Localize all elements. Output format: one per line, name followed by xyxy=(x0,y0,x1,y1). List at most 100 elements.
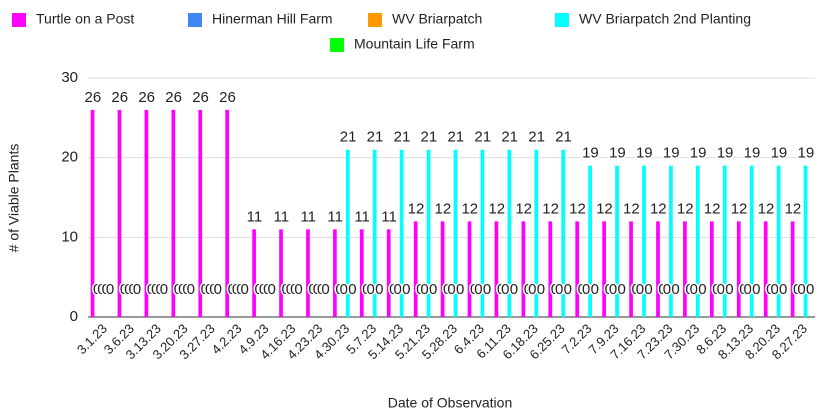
data-label: 11 xyxy=(327,208,343,225)
bar xyxy=(440,221,445,317)
data-label: 26 xyxy=(192,89,209,106)
data-label: 0 xyxy=(717,281,725,298)
data-label: 11 xyxy=(274,208,290,225)
data-label: 0 xyxy=(658,281,666,298)
data-label: 0 xyxy=(129,281,137,298)
bar xyxy=(763,221,768,317)
bar xyxy=(507,149,512,317)
data-label: 0 xyxy=(555,281,563,298)
data-label: 0 xyxy=(393,281,401,298)
data-label: 21 xyxy=(421,129,438,146)
data-label: 26 xyxy=(165,89,182,106)
bar xyxy=(695,165,700,317)
bar xyxy=(225,109,230,317)
data-label: 0 xyxy=(335,281,343,298)
data-label: 0 xyxy=(609,281,617,298)
data-label: 26 xyxy=(85,89,102,106)
data-label: 0 xyxy=(806,281,814,298)
data-label: 19 xyxy=(636,145,653,162)
bar xyxy=(669,165,673,317)
data-label: 26 xyxy=(219,89,236,106)
data-label: 11 xyxy=(381,208,397,225)
data-label: 0 xyxy=(151,281,159,298)
bar xyxy=(736,221,741,317)
data-label: 0 xyxy=(551,281,559,298)
bar xyxy=(144,109,149,317)
bar xyxy=(306,229,310,317)
bar xyxy=(575,221,580,317)
data-label: 0 xyxy=(321,281,329,298)
data-label: 21 xyxy=(474,129,491,146)
data-label: 0 xyxy=(317,281,325,298)
legend-label: Hinerman Hill Farm xyxy=(212,11,333,27)
data-label: 0 xyxy=(698,281,706,298)
bar xyxy=(467,221,472,317)
data-label: 0 xyxy=(483,281,491,298)
bar xyxy=(171,109,176,317)
bar xyxy=(453,149,458,317)
data-label: 0 xyxy=(124,281,132,298)
bar xyxy=(117,109,122,317)
data-label: 0 xyxy=(214,281,222,298)
data-label: 0 xyxy=(313,281,321,298)
data-label: 12 xyxy=(596,200,613,217)
data-label: 0 xyxy=(420,281,428,298)
data-label: 0 xyxy=(663,281,671,298)
data-label: 0 xyxy=(178,281,186,298)
data-label: 0 xyxy=(470,281,478,298)
data-label: 21 xyxy=(555,129,572,146)
bar xyxy=(90,109,95,317)
x-axis-title: Date of Observation xyxy=(388,395,513,411)
bar xyxy=(749,165,754,317)
data-label: 0 xyxy=(102,281,110,298)
y-tick-label: 20 xyxy=(61,149,78,166)
bar xyxy=(615,165,619,317)
bar xyxy=(602,221,606,317)
bar xyxy=(683,221,687,317)
data-label: 26 xyxy=(138,89,155,106)
data-label: 0 xyxy=(797,281,805,298)
data-label: 0 xyxy=(752,281,760,298)
data-label: 21 xyxy=(447,129,464,146)
bar xyxy=(279,229,283,317)
data-label: 19 xyxy=(663,145,680,162)
data-label: 0 xyxy=(209,281,217,298)
bar xyxy=(413,221,418,317)
legend-label: Mountain Life Farm xyxy=(354,36,475,52)
data-label: 0 xyxy=(690,281,698,298)
data-label: 0 xyxy=(93,281,101,298)
data-label: 0 xyxy=(497,281,505,298)
bar xyxy=(372,149,377,317)
data-label: 12 xyxy=(650,200,667,217)
data-label: 12 xyxy=(677,200,694,217)
data-label: 0 xyxy=(362,281,370,298)
data-label: 0 xyxy=(267,281,275,298)
legend-label: Turtle on a Post xyxy=(36,11,134,27)
data-label: 0 xyxy=(389,281,397,298)
data-label: 0 xyxy=(241,281,249,298)
bar xyxy=(642,165,646,317)
data-label: 0 xyxy=(308,281,316,298)
data-label: 0 xyxy=(236,281,244,298)
data-label: 0 xyxy=(259,281,267,298)
data-label: 12 xyxy=(435,200,452,217)
bar xyxy=(426,149,431,317)
data-label: 21 xyxy=(367,129,384,146)
data-label: 0 xyxy=(348,281,356,298)
data-label: 0 xyxy=(120,281,128,298)
data-label: 12 xyxy=(461,200,478,217)
data-label: 0 xyxy=(739,281,747,298)
data-label: 21 xyxy=(528,129,545,146)
legend-label: WV Briarpatch xyxy=(392,11,482,27)
data-label: 0 xyxy=(636,281,644,298)
y-tick-label: 30 xyxy=(61,69,78,86)
legend-swatch xyxy=(12,13,26,27)
data-label: 0 xyxy=(712,281,720,298)
bar xyxy=(803,165,808,317)
data-label: 0 xyxy=(766,281,774,298)
data-label: 0 xyxy=(205,281,213,298)
data-label: 0 xyxy=(187,281,195,298)
bar xyxy=(359,229,364,317)
data-label: 0 xyxy=(402,281,410,298)
bar xyxy=(345,149,350,317)
